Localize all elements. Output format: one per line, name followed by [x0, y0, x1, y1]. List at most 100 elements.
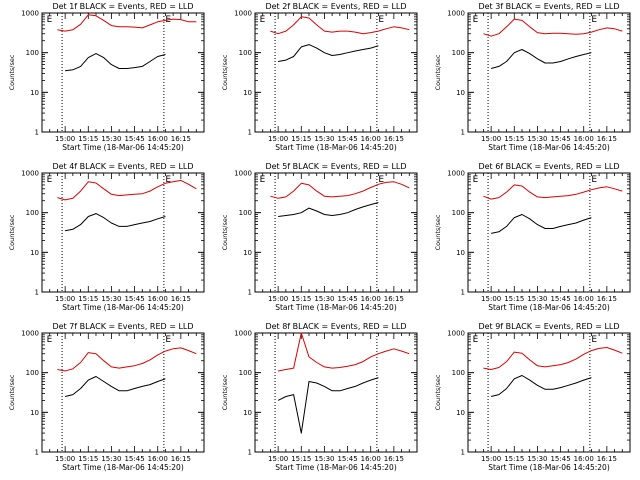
x-tick-label: 16:00	[361, 295, 381, 303]
panel-6: Det 6f BLACK = Events, RED = LLD 1 10 100 10…	[434, 162, 631, 312]
events-series-line	[490, 214, 592, 234]
event-marker: E	[47, 15, 53, 25]
panel-title: Det 9f BLACK = Events, RED = LLD	[478, 322, 619, 331]
y-tick-label: 10	[30, 249, 39, 257]
y-tick-label: 100	[26, 49, 39, 57]
y-tick-label: 1000	[234, 330, 252, 338]
x-tick-label: 15:00	[481, 135, 501, 143]
x-tick-label: 15:45	[550, 455, 570, 463]
plot-frame	[467, 172, 631, 293]
y-axis-title: Counts/sec	[434, 374, 442, 410]
x-axis-title: Start Time (18-Mar-06 14:45:20)	[275, 463, 397, 472]
x-tick-label: 16:15	[171, 135, 191, 143]
events-series-line	[65, 213, 166, 232]
x-tick-label: 15:30	[314, 295, 334, 303]
lld-series-line	[57, 179, 197, 201]
x-tick-label: 15:30	[527, 295, 547, 303]
panel-title: Det 4f BLACK = Events, RED = LLD	[52, 162, 193, 171]
y-tick-label: 1	[248, 129, 252, 137]
x-tick-label: 16:00	[574, 295, 594, 303]
y-tick-label: 100	[239, 49, 252, 57]
x-tick-label: 16:00	[148, 135, 168, 143]
panel-title: Det 7f BLACK = Events, RED = LLD	[52, 322, 193, 331]
y-tick-label: 10	[456, 249, 465, 257]
lld-series-line	[270, 181, 410, 199]
x-tick-label: 15:15	[78, 455, 98, 463]
y-tick-label: 10	[243, 409, 252, 417]
panel-title: Det 5f BLACK = Events, RED = LLD	[265, 162, 406, 171]
x-tick-label: 15:15	[78, 135, 98, 143]
x-tick-label: 15:30	[101, 135, 121, 143]
x-tick-label: 16:00	[574, 455, 594, 463]
x-tick-label: 15:30	[527, 135, 547, 143]
x-tick-label: 16:15	[384, 295, 404, 303]
x-tick-label: 16:15	[171, 455, 191, 463]
event-marker: E	[260, 15, 266, 25]
x-tick-label: 16:00	[574, 135, 594, 143]
events-series-line	[490, 49, 592, 69]
y-tick-label: 1000	[234, 170, 252, 178]
panel-title: Det 2f BLACK = Events, RED = LLD	[265, 2, 406, 11]
y-axis-title: Counts/sec	[434, 214, 442, 250]
x-tick-label: 15:00	[55, 135, 75, 143]
x-tick-label: 15:00	[268, 295, 288, 303]
panel-title: Det 6f BLACK = Events, RED = LLD	[478, 162, 619, 171]
plot-frame	[254, 172, 418, 293]
y-axis-title: Counts/sec	[221, 214, 229, 250]
y-tick-label: 1	[461, 289, 465, 297]
lld-series-line	[57, 347, 197, 372]
y-tick-label: 1000	[21, 170, 39, 178]
x-tick-label: 15:45	[337, 295, 357, 303]
event-marker: E	[591, 335, 597, 345]
x-axis-title: Start Time (18-Mar-06 14:45:20)	[275, 143, 397, 152]
y-tick-label: 1	[35, 449, 39, 457]
plot-frame	[41, 172, 205, 293]
x-tick-label: 15:15	[504, 455, 524, 463]
panel-4: Det 4f BLACK = Events, RED = LLD 1 10 100 10…	[8, 162, 205, 312]
x-tick-label: 16:15	[171, 295, 191, 303]
events-series-line	[64, 376, 166, 397]
y-tick-label: 1	[248, 289, 252, 297]
y-axis-title: Counts/sec	[8, 374, 16, 410]
x-tick-label: 16:00	[148, 455, 168, 463]
x-tick-label: 15:45	[550, 295, 570, 303]
y-axis-title: Counts/sec	[221, 374, 229, 410]
event-marker: E	[473, 15, 479, 25]
x-tick-label: 15:15	[78, 295, 98, 303]
x-tick-label: 15:45	[124, 135, 144, 143]
x-tick-label: 15:30	[101, 295, 121, 303]
x-tick-label: 15:45	[337, 455, 357, 463]
plot-frame	[467, 332, 631, 453]
lld-series-line	[57, 14, 197, 32]
event-marker: E	[591, 15, 597, 25]
x-tick-label: 16:15	[597, 295, 617, 303]
x-tick-label: 16:15	[384, 455, 404, 463]
plot-frame	[254, 332, 418, 453]
lld-series-line	[278, 332, 410, 372]
event-marker: E	[47, 335, 53, 345]
x-axis-title: Start Time (18-Mar-06 14:45:20)	[488, 463, 610, 472]
x-axis-title: Start Time (18-Mar-06 14:45:20)	[488, 143, 610, 152]
x-tick-label: 16:15	[597, 455, 617, 463]
x-axis-title: Start Time (18-Mar-06 14:45:20)	[62, 143, 184, 152]
y-tick-label: 10	[30, 89, 39, 97]
y-tick-label: 100	[452, 49, 465, 57]
event-marker: E	[473, 175, 479, 185]
x-tick-label: 15:00	[268, 135, 288, 143]
x-tick-label: 16:15	[384, 135, 404, 143]
x-tick-label: 16:00	[361, 455, 381, 463]
y-tick-label: 100	[452, 369, 465, 377]
x-tick-label: 15:00	[55, 455, 75, 463]
lld-series-line	[270, 16, 410, 35]
y-tick-label: 10	[456, 409, 465, 417]
events-series-line	[277, 377, 379, 434]
plot-frame	[41, 332, 205, 453]
lld-series-line	[483, 18, 623, 37]
x-tick-label: 16:15	[597, 135, 617, 143]
y-tick-label: 100	[239, 209, 252, 217]
x-axis-title: Start Time (18-Mar-06 14:45:20)	[488, 303, 610, 312]
panel-9: Det 9f BLACK = Events, RED = LLD 1 10 100 10…	[434, 322, 631, 472]
event-marker: E	[473, 335, 479, 345]
event-marker: E	[591, 175, 597, 185]
event-marker: E	[378, 175, 384, 185]
